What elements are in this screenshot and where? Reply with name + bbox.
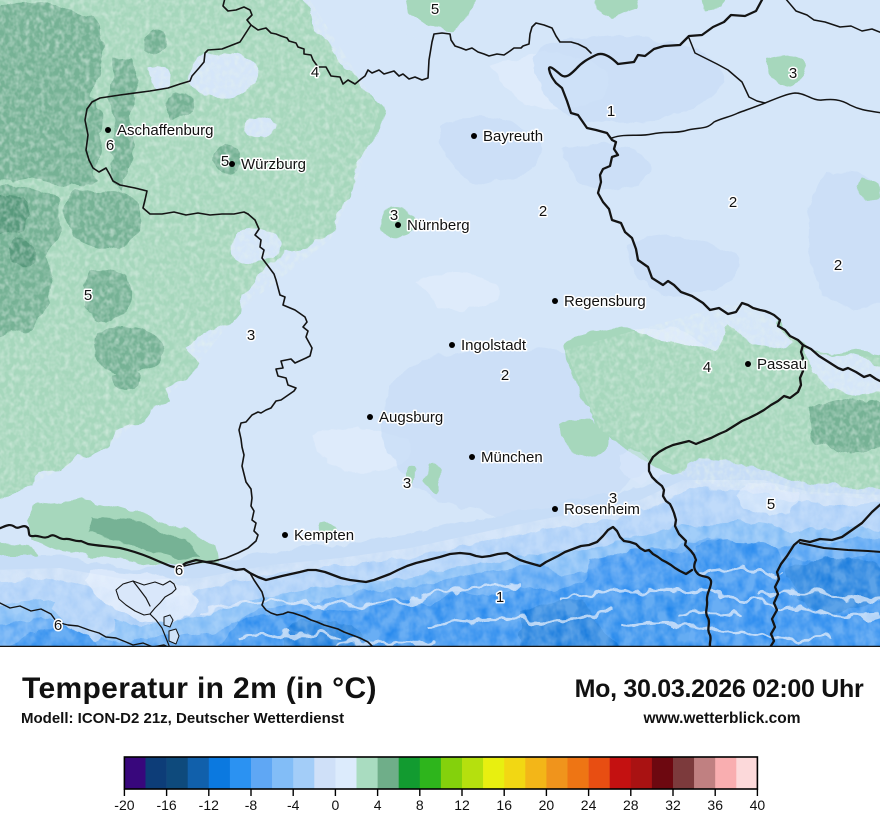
svg-text:6: 6 (175, 562, 183, 579)
svg-text:-4: -4 (287, 797, 300, 813)
svg-text:6: 6 (106, 137, 114, 154)
svg-text:Kempten: Kempten (294, 527, 354, 544)
svg-text:4: 4 (374, 797, 382, 813)
svg-text:12: 12 (454, 797, 470, 813)
svg-text:4: 4 (703, 359, 711, 376)
svg-text:5: 5 (221, 153, 229, 170)
svg-text:24: 24 (581, 797, 597, 813)
svg-text:Bayreuth: Bayreuth (483, 128, 543, 145)
svg-text:Würzburg: Würzburg (241, 156, 306, 173)
svg-text:www.wetterblick.com: www.wetterblick.com (642, 710, 800, 727)
svg-text:Ingolstadt: Ingolstadt (461, 337, 527, 354)
svg-text:36: 36 (707, 797, 723, 813)
svg-text:3: 3 (247, 327, 255, 344)
svg-text:Passau: Passau (757, 356, 807, 373)
svg-text:2: 2 (834, 257, 842, 274)
svg-text:6: 6 (54, 617, 62, 634)
svg-text:1: 1 (496, 589, 504, 606)
svg-text:2: 2 (539, 203, 547, 220)
svg-text:8: 8 (416, 797, 424, 813)
svg-text:2: 2 (729, 194, 737, 211)
svg-text:16: 16 (496, 797, 512, 813)
svg-text:40: 40 (750, 797, 766, 813)
svg-text:28: 28 (623, 797, 639, 813)
svg-text:20: 20 (539, 797, 555, 813)
svg-text:-16: -16 (156, 797, 176, 813)
svg-text:Rosenheim: Rosenheim (564, 501, 640, 518)
svg-text:-12: -12 (199, 797, 219, 813)
svg-text:2: 2 (501, 367, 509, 384)
svg-text:Nürnberg: Nürnberg (407, 217, 470, 234)
svg-text:5: 5 (431, 1, 439, 18)
svg-text:Augsburg: Augsburg (379, 409, 443, 426)
svg-text:Regensburg: Regensburg (564, 293, 646, 310)
svg-text:3: 3 (403, 475, 411, 492)
svg-text:3: 3 (390, 207, 398, 224)
svg-text:3: 3 (789, 65, 797, 82)
svg-text:-8: -8 (245, 797, 258, 813)
svg-text:-20: -20 (114, 797, 134, 813)
svg-text:5: 5 (84, 287, 92, 304)
svg-text:5: 5 (767, 496, 775, 513)
svg-text:4: 4 (311, 64, 319, 81)
svg-text:Aschaffenburg: Aschaffenburg (117, 122, 213, 139)
svg-text:München: München (481, 449, 543, 466)
svg-text:0: 0 (332, 797, 340, 813)
svg-text:32: 32 (665, 797, 681, 813)
svg-text:Temperatur in 2m (in °C): Temperatur in 2m (in °C) (22, 672, 377, 705)
svg-text:1: 1 (607, 103, 615, 120)
svg-text:Modell: ICON-D2 21z, Deutscher: Modell: ICON-D2 21z, Deutscher Wetterdie… (21, 710, 344, 727)
svg-text:Mo, 30.03.2026 02:00 Uhr: Mo, 30.03.2026 02:00 Uhr (575, 675, 864, 703)
svg-text:3: 3 (609, 490, 617, 507)
